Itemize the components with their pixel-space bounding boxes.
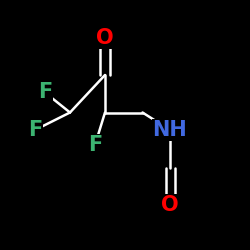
Text: F: F xyxy=(28,120,42,140)
Text: O: O xyxy=(96,28,114,48)
Text: O: O xyxy=(161,195,179,215)
Text: NH: NH xyxy=(152,120,188,140)
Text: F: F xyxy=(88,135,102,155)
Text: F: F xyxy=(38,82,52,102)
